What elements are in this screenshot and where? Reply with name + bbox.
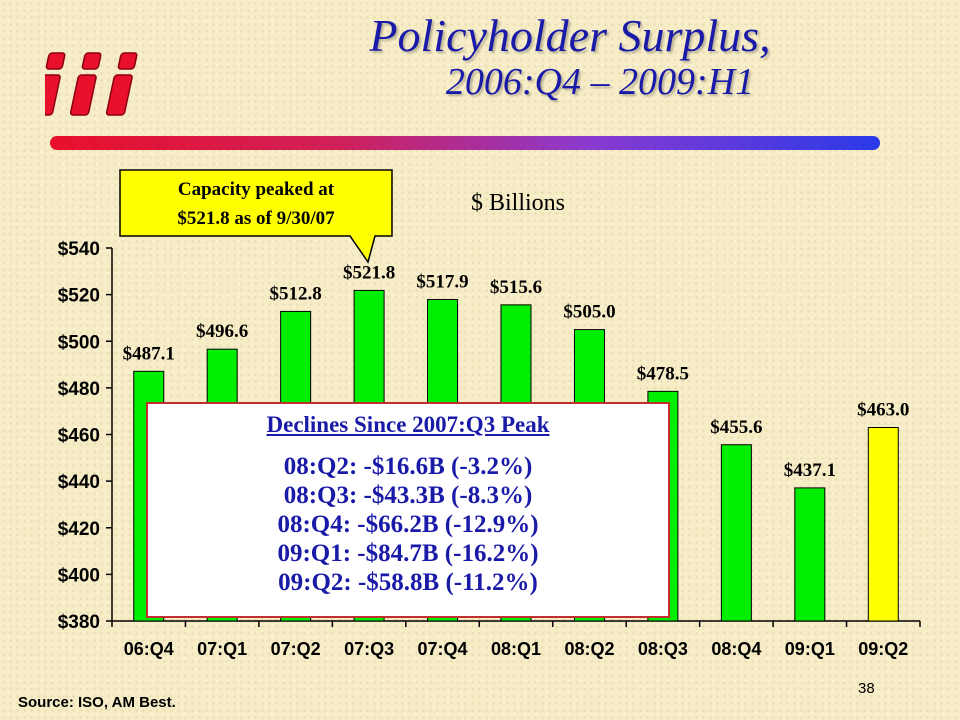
bar-value-label: $521.8 — [343, 262, 395, 283]
decline-line: 08:Q2: -$16.6B (-3.2%) — [283, 453, 533, 480]
bar — [720, 444, 752, 622]
x-tick-label: 08:Q3 — [638, 639, 688, 659]
bar — [867, 427, 899, 622]
x-tick-label: 08:Q1 — [491, 639, 541, 659]
x-tick-label: 07:Q2 — [271, 639, 321, 659]
y-tick-label: $480 — [58, 379, 100, 400]
x-tick-label: 08:Q4 — [711, 639, 761, 659]
x-tick-label: 07:Q4 — [418, 639, 468, 659]
title-divider — [50, 136, 880, 150]
decline-line: 09:Q1: -$84.7B (-16.2%) — [277, 540, 539, 567]
page-subtitle: 2006:Q4 – 2009:H1 — [445, 61, 755, 103]
source-note: Source: ISO, AM Best. — [18, 694, 176, 711]
bar — [794, 487, 826, 622]
x-tick-label: 09:Q2 — [858, 639, 908, 659]
y-axis-unit-label: $ Billions — [471, 190, 565, 216]
iii-logo — [45, 52, 138, 116]
x-tick-label: 07:Q1 — [197, 639, 247, 659]
x-tick-label: 09:Q1 — [785, 639, 835, 659]
bar-value-label: $455.6 — [710, 417, 762, 438]
peak-callout — [119, 169, 393, 264]
y-tick-label: $400 — [58, 565, 100, 586]
bar-value-label: $487.1 — [123, 343, 175, 364]
page-number: 38 — [858, 680, 875, 697]
declines-title: Declines Since 2007:Q3 Peak — [266, 412, 550, 437]
y-tick-label: $540 — [58, 239, 100, 260]
declines-box: Declines Since 2007:Q3 Peak 08:Q2: -$16.… — [146, 402, 670, 618]
bar-value-label: $515.6 — [490, 277, 542, 298]
x-tick-label: 07:Q3 — [344, 639, 394, 659]
peak-callout-line1: Capacity peaked at — [178, 179, 335, 200]
x-tick-label: 06:Q4 — [124, 639, 174, 659]
bar-value-label: $463.0 — [857, 400, 909, 421]
decline-line: 08:Q4: -$66.2B (-12.9%) — [277, 511, 539, 538]
bar-value-label: $478.5 — [637, 363, 689, 384]
decline-line: 09:Q2: -$58.8B (-11.2%) — [278, 569, 538, 596]
title-block: Policyholder Surplus, 2006:Q4 – 2009:H1 — [200, 10, 940, 102]
x-tick-label: 08:Q2 — [564, 639, 614, 659]
y-tick-label: $380 — [58, 612, 100, 633]
decline-line: 08:Q3: -$43.3B (-8.3%) — [283, 482, 533, 509]
y-tick-label: $460 — [58, 426, 100, 447]
bar-value-label: $496.6 — [196, 321, 248, 342]
y-tick-label: $420 — [58, 519, 100, 540]
bar-value-label: $437.1 — [784, 460, 836, 481]
peak-callout-line2: $521.8 as of 9/30/07 — [177, 208, 335, 229]
bar-value-label: $517.9 — [416, 272, 468, 293]
bar-value-label: $512.8 — [270, 283, 322, 304]
y-tick-label: $500 — [58, 332, 100, 353]
declines-list: 08:Q2: -$16.6B (-3.2%) 08:Q3: -$43.3B (-… — [148, 452, 668, 597]
page-title: Policyholder Surplus, — [369, 10, 771, 61]
y-tick-label: $520 — [58, 286, 100, 307]
y-tick-label: $440 — [58, 472, 100, 493]
bar-value-label: $505.0 — [563, 302, 615, 323]
